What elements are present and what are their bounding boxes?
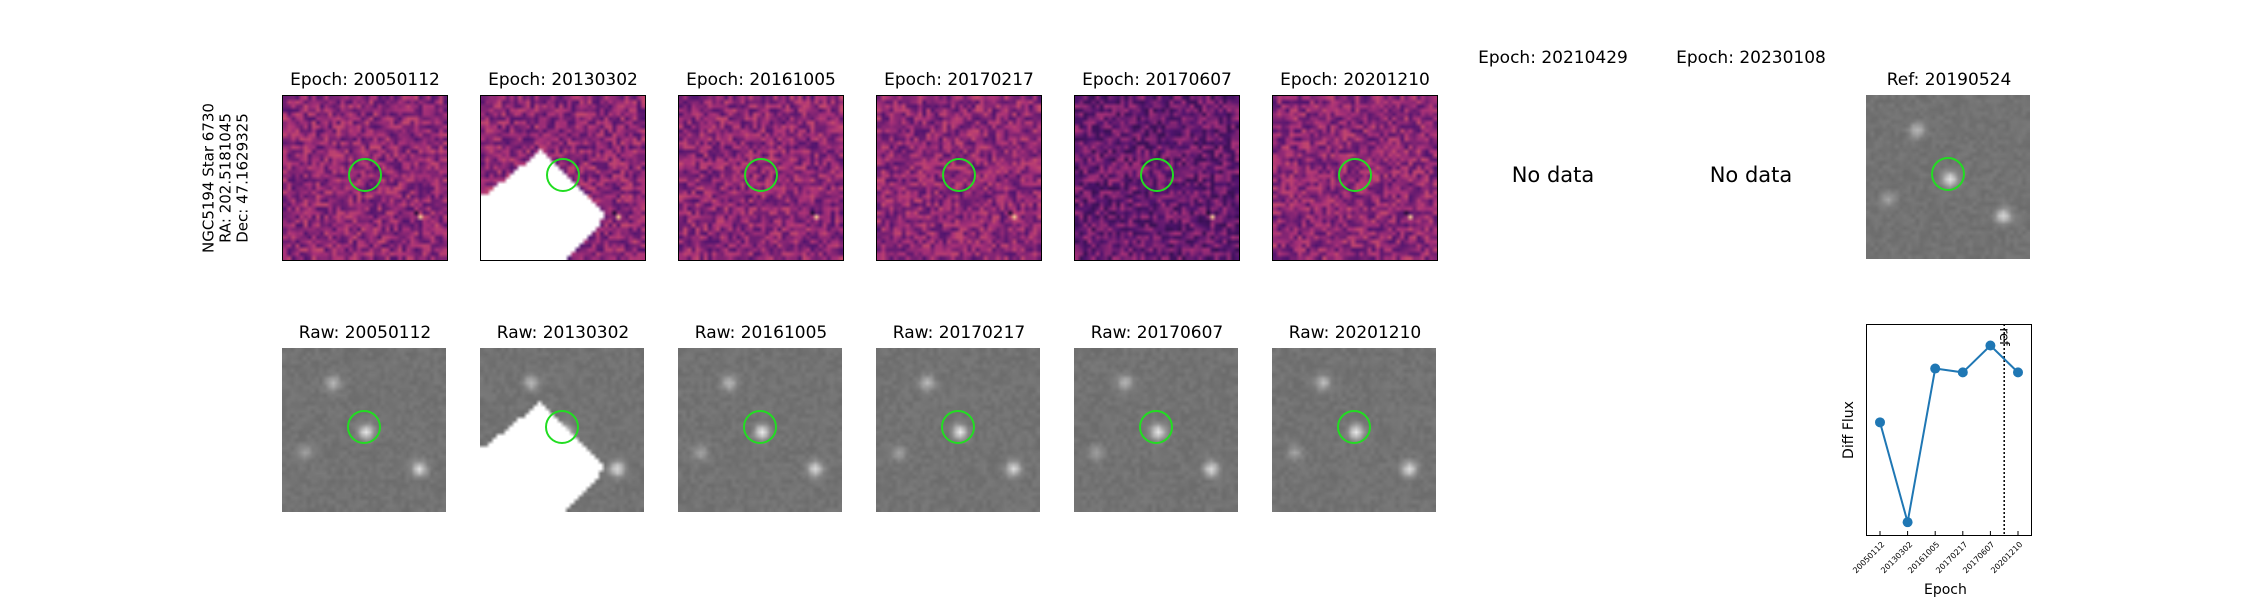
star-info-label: NGC5194 Star 6730 RA: 202.5181045 Dec: 4… bbox=[199, 103, 252, 253]
diff-image-6 bbox=[1272, 95, 1438, 261]
reference-image-canvas bbox=[1866, 95, 2030, 259]
data-point bbox=[2013, 367, 2023, 378]
epoch-title-7: Epoch: 20210429 bbox=[1478, 48, 1628, 68]
raw-image-6 bbox=[1272, 348, 1436, 512]
data-point bbox=[1985, 340, 1996, 351]
raw-image-1 bbox=[282, 348, 446, 512]
diff-image-1 bbox=[282, 95, 448, 261]
raw-image-canvas bbox=[480, 348, 644, 512]
raw-image-4 bbox=[876, 348, 1040, 512]
ref-vline-label: ref bbox=[1996, 328, 2011, 346]
no-data-text-7: No data bbox=[1511, 163, 1595, 187]
raw-image-3 bbox=[678, 348, 842, 512]
epoch-title-8: Epoch: 20230108 bbox=[1676, 48, 1826, 68]
epoch-title-2: Epoch: 20130302 bbox=[488, 70, 638, 90]
x-axis-label: Epoch bbox=[1924, 582, 1967, 598]
diff-image-5 bbox=[1074, 95, 1240, 261]
diff-image-3 bbox=[678, 95, 844, 261]
diff-image-canvas bbox=[1273, 96, 1437, 260]
series-line bbox=[1879, 344, 2019, 523]
raw-image-canvas bbox=[678, 348, 842, 512]
star-ra: RA: 202.5181045 bbox=[216, 113, 235, 243]
raw-image-5 bbox=[1074, 348, 1238, 512]
raw-image-canvas bbox=[282, 348, 446, 512]
reference-image bbox=[1866, 95, 2030, 259]
star-name: NGC5194 Star 6730 bbox=[199, 103, 218, 253]
epoch-title-5: Epoch: 20170607 bbox=[1082, 70, 1232, 90]
star-dec: Dec: 47.1629325 bbox=[233, 113, 252, 243]
series-point-group bbox=[1875, 340, 2023, 528]
chart-frame bbox=[1866, 324, 2032, 536]
diff-image-canvas bbox=[283, 96, 447, 260]
series-line-group bbox=[1879, 344, 2019, 523]
diff-image-2 bbox=[480, 95, 646, 261]
epoch-title-4: Epoch: 20170217 bbox=[884, 70, 1034, 90]
diff-image-canvas bbox=[1075, 96, 1239, 260]
raw-image-canvas bbox=[876, 348, 1040, 512]
raw-title-1: Raw: 20050112 bbox=[298, 323, 432, 343]
y-axis-label: Diff Flux bbox=[1841, 401, 1857, 459]
data-point bbox=[1875, 417, 1885, 428]
raw-image-2 bbox=[480, 348, 644, 512]
diff-image-4 bbox=[876, 95, 1042, 261]
raw-image-canvas bbox=[1074, 348, 1238, 512]
epoch-title-6: Epoch: 20201210 bbox=[1280, 70, 1430, 90]
epoch-title-3: Epoch: 20161005 bbox=[686, 70, 836, 90]
data-point bbox=[1957, 367, 1968, 378]
raw-title-6: Raw: 20201210 bbox=[1288, 323, 1422, 343]
raw-title-4: Raw: 20170217 bbox=[892, 323, 1026, 343]
ref-line-group: ref bbox=[1996, 324, 2011, 536]
raw-image-canvas bbox=[1272, 348, 1436, 512]
ref-title: Ref: 20190524 bbox=[1886, 70, 2012, 90]
data-point bbox=[1902, 517, 1913, 528]
no-data-text-8: No data bbox=[1709, 163, 1793, 187]
epoch-title-1: Epoch: 20050112 bbox=[290, 70, 440, 90]
raw-title-2: Raw: 20130302 bbox=[496, 323, 630, 343]
diff-image-canvas bbox=[679, 96, 843, 260]
diff-image-canvas bbox=[481, 96, 645, 260]
light-curve-chart: ref bbox=[1866, 324, 2032, 536]
raw-title-5: Raw: 20170607 bbox=[1090, 323, 1224, 343]
data-point bbox=[1930, 363, 1941, 374]
diff-image-canvas bbox=[877, 96, 1041, 260]
raw-title-3: Raw: 20161005 bbox=[694, 323, 828, 343]
x-tick-group bbox=[1879, 531, 2019, 535]
